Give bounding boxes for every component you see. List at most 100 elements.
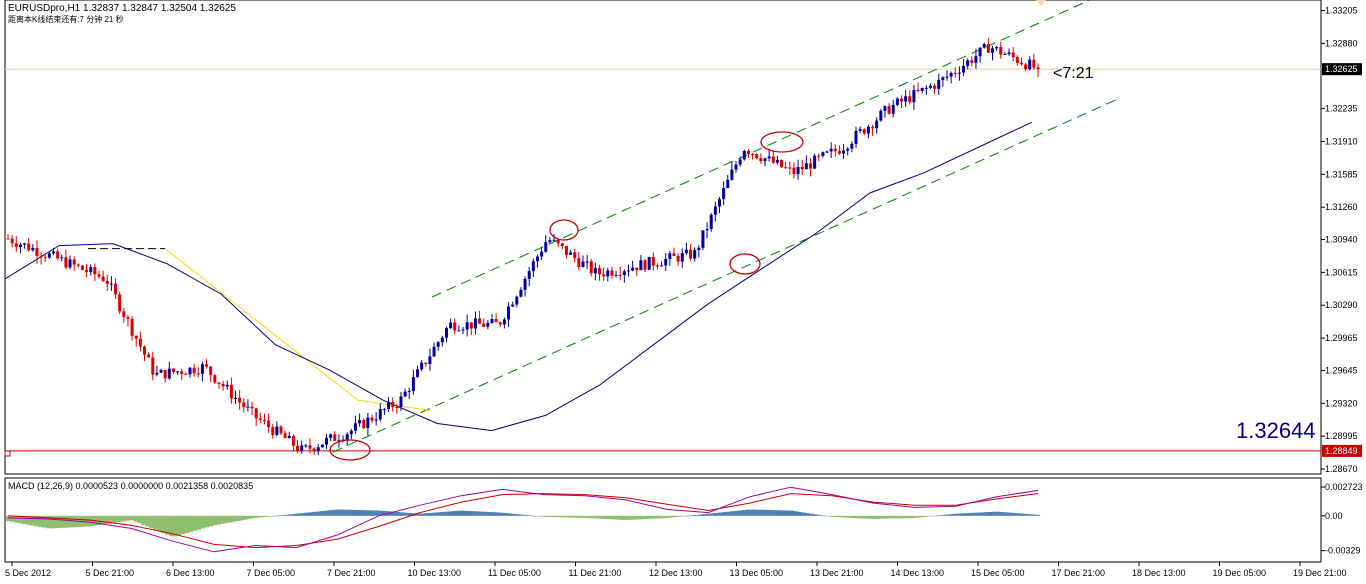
bear-candle-body	[618, 274, 622, 276]
candlesticks	[6, 37, 1040, 456]
bull-candle-body	[523, 278, 527, 290]
bull-candle-body	[709, 214, 713, 230]
bull-candle-body	[548, 240, 552, 243]
bear-candle-body	[635, 267, 639, 271]
bull-candle-body	[738, 159, 742, 165]
bull-candle-body	[879, 110, 883, 121]
bull-candle-body	[829, 148, 833, 152]
bear-candle-body	[453, 322, 457, 331]
bear-candle-body	[602, 274, 606, 277]
macd-histogram-bar-up	[387, 511, 392, 516]
macd-histogram-bar-down	[888, 515, 894, 519]
bull-candle-body	[316, 447, 320, 451]
bull-candle-body	[928, 85, 932, 88]
bear-candle-body	[122, 311, 126, 318]
bear-candle-body	[1019, 62, 1023, 65]
big-price-label: 1.32644	[1236, 418, 1316, 443]
macd-histogram-bar-down	[129, 515, 134, 521]
bear-candle-body	[916, 89, 920, 91]
macd-histogram-bar-down	[17, 515, 23, 524]
bull-candle-body	[974, 56, 978, 63]
bull-candle-body	[473, 318, 477, 329]
bull-candle-body	[436, 342, 440, 347]
macd-histogram-bar-down	[590, 515, 595, 519]
bear-candle-body	[986, 44, 990, 53]
macd-histogram-bar-down	[900, 515, 905, 519]
bull-candle-body	[531, 261, 535, 272]
macd-histogram-bar-down	[626, 515, 631, 520]
bear-candle-body	[999, 46, 1003, 55]
macd-histogram-bar-down	[578, 515, 583, 518]
bear-candle-body	[262, 419, 266, 421]
macd-histogram-bar-up	[367, 510, 373, 516]
bear-candle-body	[800, 166, 804, 170]
bear-candle-body	[908, 96, 912, 103]
bull-candle-body	[920, 87, 924, 91]
macd-histogram-bar-up	[686, 515, 691, 517]
bear-candle-body	[6, 238, 10, 240]
bull-candle-body	[382, 409, 386, 411]
macd-histogram-bar-up	[725, 511, 731, 516]
macd-histogram-bar-down	[109, 515, 114, 524]
macd-histogram-bar-up	[805, 513, 810, 516]
support-line-handle[interactable]	[4, 450, 11, 457]
bear-candle-body	[771, 156, 775, 163]
bear-candle-body	[573, 252, 577, 259]
bull-candle-body	[664, 258, 668, 266]
annotation-circle-14dec-low[interactable]	[729, 253, 761, 275]
bull-candle-body	[246, 406, 250, 408]
bear-candle-body	[43, 256, 47, 258]
time-tick-label: 18 Dec 13:00	[1132, 568, 1186, 578]
bull-candle-body	[167, 368, 171, 379]
bull-candle-body	[767, 156, 771, 159]
bear-candle-body	[171, 368, 175, 373]
macd-histogram-bar-up	[379, 510, 385, 516]
time-tick-label: 19 Dec 05:00	[1213, 568, 1267, 578]
macd-histogram-bar-up	[733, 510, 738, 516]
macd-histogram-bar-up	[467, 510, 472, 516]
bear-candle-body	[689, 249, 693, 259]
macd-histogram-bar-up	[439, 512, 444, 516]
bear-candle-body	[887, 106, 891, 114]
macd-histogram-bar-up	[526, 515, 532, 516]
macd-histogram-bar-down	[904, 515, 909, 519]
bull-candle-body	[957, 72, 961, 74]
annotation-circle-15dec-high[interactable]	[760, 131, 804, 153]
macd-histogram-bar-down	[256, 515, 261, 518]
macd-histogram-bar-up	[359, 510, 365, 516]
macd-histogram-bar-up	[757, 509, 762, 516]
macd-histogram-bar-up	[956, 513, 961, 516]
macd-histogram-bar-up	[415, 513, 420, 516]
macd-histogram-bar-up	[781, 510, 786, 516]
macd-histogram-bar-down	[21, 515, 27, 524]
macd-histogram-bar-up	[1004, 512, 1009, 516]
macd-lines	[7, 486, 1039, 553]
bear-candle-body	[792, 167, 796, 174]
annotation-circle-12dec-high[interactable]	[549, 219, 579, 241]
macd-histogram-bar-up	[749, 509, 754, 516]
bull-candle-body	[858, 129, 862, 131]
price-tick-label: 1.33205	[1325, 6, 1358, 16]
bear-candle-body	[564, 246, 568, 255]
annotation-circle-low[interactable]	[329, 439, 371, 461]
bull-candle-body	[891, 104, 895, 114]
macd-histogram-bar-up	[495, 512, 500, 516]
bull-candle-body	[904, 96, 908, 102]
macd-histogram-bar-up	[745, 509, 750, 516]
macd-histogram-bar-down	[113, 515, 118, 523]
bull-candle-body	[1007, 52, 1011, 54]
channel-anchor-marker	[1036, 0, 1046, 6]
bear-candle-body	[209, 366, 213, 376]
macd-histogram-bar-up	[312, 511, 317, 516]
macd-histogram-bar-up	[984, 512, 989, 516]
bull-candle-body	[660, 265, 664, 267]
macd-histogram-bar-up	[996, 511, 1001, 516]
macd-histogram-bar-up	[336, 509, 341, 516]
macd-histogram-bar-down	[145, 515, 150, 527]
macd-histogram-bar-down	[260, 515, 265, 518]
bear-candle-body	[478, 318, 482, 324]
macd-histogram-bar-down	[105, 515, 110, 524]
bear-candle-body	[560, 243, 564, 247]
macd-histogram-bar-down	[49, 515, 54, 529]
